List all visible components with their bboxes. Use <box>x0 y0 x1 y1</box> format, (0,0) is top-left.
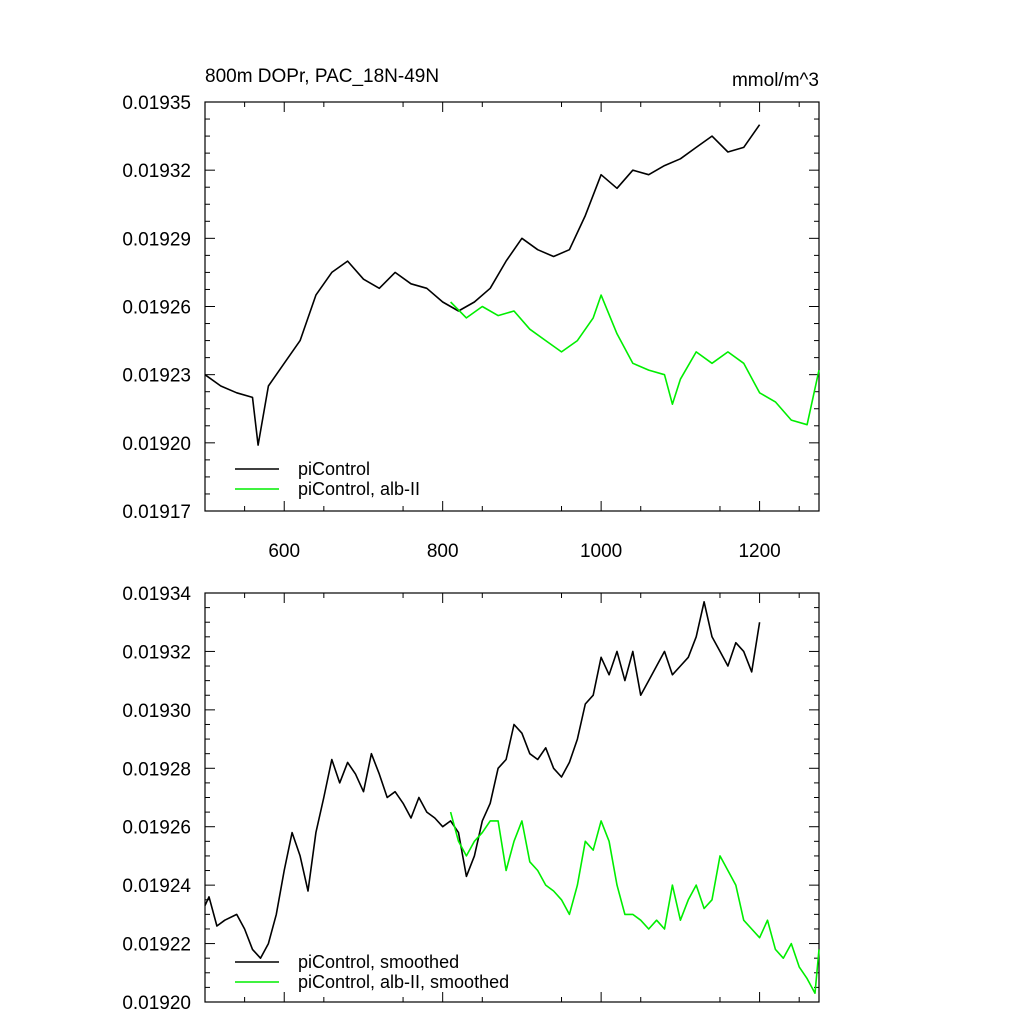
chart-title: 800m DOPr, PAC_18N-49N <box>205 66 439 87</box>
y-tick-label: 0.01926 <box>122 818 191 839</box>
units-label: mmol/m^3 <box>732 70 819 91</box>
y-tick-label: 0.01934 <box>122 584 191 605</box>
series-line-alb-ii <box>450 294 820 426</box>
top-panel: 800m DOPr, PAC_18N-49N mmol/m^3 0.019170… <box>122 66 820 562</box>
y-tick-label: 0.01932 <box>122 161 191 182</box>
series-line-picontrol <box>204 124 761 446</box>
x-tick-label: 600 <box>268 541 300 562</box>
y-tick-label: 0.01928 <box>122 759 191 780</box>
y-tick-label: 0.01935 <box>122 93 191 114</box>
bottom-series <box>204 600 820 995</box>
series-line-picontrol <box>204 600 761 960</box>
legend-label-picontrol: piControl <box>298 459 370 479</box>
x-tick-label: 1200 <box>738 541 780 562</box>
bottom-ticks: 0.01920 0.01922 0.01924 0.01926 0.01928 0.019… <box>122 584 819 1014</box>
y-tick-label: 0.01930 <box>122 701 191 722</box>
series-line-alb-ii <box>449 811 820 995</box>
y-tick-label: 0.01926 <box>122 298 191 319</box>
bottom-legend: piControl, smoothed piControl, alb-II, s… <box>235 952 509 992</box>
y-tick-label: 0.01920 <box>122 434 191 455</box>
bottom-panel: 0.01920 0.01922 0.01924 0.01926 0.01928 0.019… <box>122 584 820 1014</box>
y-tick-label: 0.01923 <box>122 366 191 387</box>
y-tick-label: 0.01924 <box>122 876 191 897</box>
x-tick-label: 800 <box>427 541 459 562</box>
legend-label-alb-ii: piControl, alb-II <box>298 479 420 499</box>
legend-label-alb-ii-smoothed: piControl, alb-II, smoothed <box>298 972 509 992</box>
y-tick-label: 0.01917 <box>122 502 191 523</box>
top-plot-frame <box>204 101 820 512</box>
y-tick-label: 0.01929 <box>122 229 191 250</box>
top-legend: piControl piControl, alb-II <box>235 459 420 499</box>
bottom-plot-frame <box>204 592 820 1003</box>
x-tick-label: 1000 <box>580 541 622 562</box>
y-tick-label: 0.01922 <box>122 935 191 956</box>
top-ticks: 0.01917 0.01920 0.01923 0.01926 0.01929 0.019… <box>122 93 819 562</box>
y-tick-label: 0.01920 <box>122 993 191 1014</box>
legend-label-picontrol-smoothed: piControl, smoothed <box>298 952 459 972</box>
top-series <box>204 124 820 446</box>
y-tick-label: 0.01932 <box>122 642 191 663</box>
